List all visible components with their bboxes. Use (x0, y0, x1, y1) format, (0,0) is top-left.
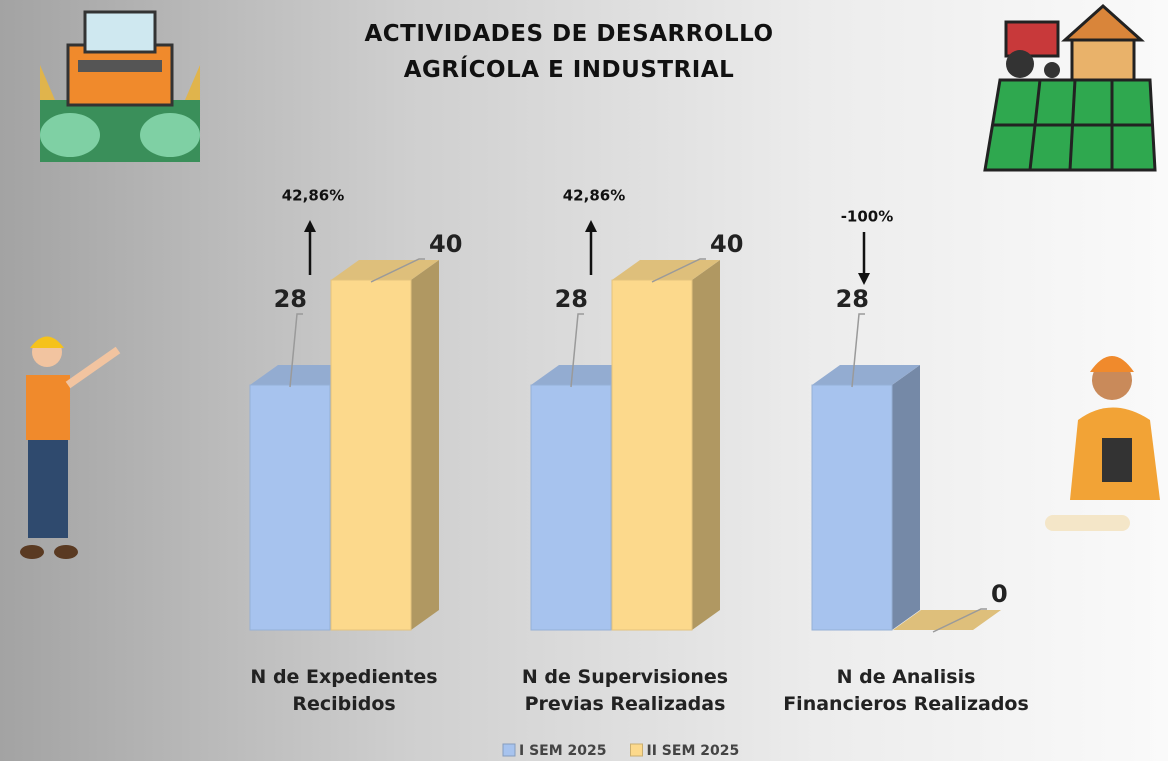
annotation: -100% (841, 208, 894, 226)
leader-line (289, 313, 303, 388)
leader-line (932, 608, 987, 633)
bar (249, 384, 331, 631)
bar-side (692, 260, 720, 630)
bar (530, 384, 612, 631)
harvester-illustration (40, 10, 200, 162)
data-label: 40 (429, 230, 462, 258)
chart-title: ACTIVIDADES DE DESARROLLO AGRÍCOLA E IND… (364, 21, 774, 83)
x-tick-label: N de Supervisiones Previas Realizadas (521, 666, 729, 715)
bar-top (331, 260, 439, 280)
legend-swatch (630, 743, 643, 757)
annotation-arrowhead (585, 220, 597, 232)
data-label: 40 (710, 230, 743, 258)
legend-label: II SEM 2025 (647, 743, 740, 759)
bar (811, 384, 893, 631)
data-label: 28 (274, 285, 307, 313)
bar-top (812, 365, 920, 385)
leader-line (370, 258, 425, 283)
bar (611, 279, 693, 631)
bar-top (612, 260, 720, 280)
leader-line (570, 313, 584, 388)
data-label: 28 (555, 285, 588, 313)
engineer-illustration (1045, 356, 1160, 531)
bar-top (893, 610, 1001, 630)
data-label: 0 (991, 580, 1008, 608)
legend-swatch (502, 743, 516, 757)
x-tick-label: N de Expedientes Recibidos (250, 666, 438, 715)
farm-illustration (983, 3, 1157, 172)
annotation: 42,86% (563, 187, 625, 205)
x-tick-label: N de Analisis Financieros Realizados (783, 666, 1029, 715)
annotation: 42,86% (282, 187, 344, 205)
bar-side (892, 365, 920, 630)
annotation-arrowhead (858, 273, 870, 285)
bar (330, 279, 412, 631)
data-label: 28 (836, 285, 869, 313)
worker-illustration (20, 336, 121, 559)
bar-side (411, 260, 439, 630)
legend-label: I SEM 2025 (519, 743, 607, 759)
annotation-arrowhead (304, 220, 316, 232)
leader-line (651, 258, 706, 283)
leader-line (851, 313, 865, 388)
